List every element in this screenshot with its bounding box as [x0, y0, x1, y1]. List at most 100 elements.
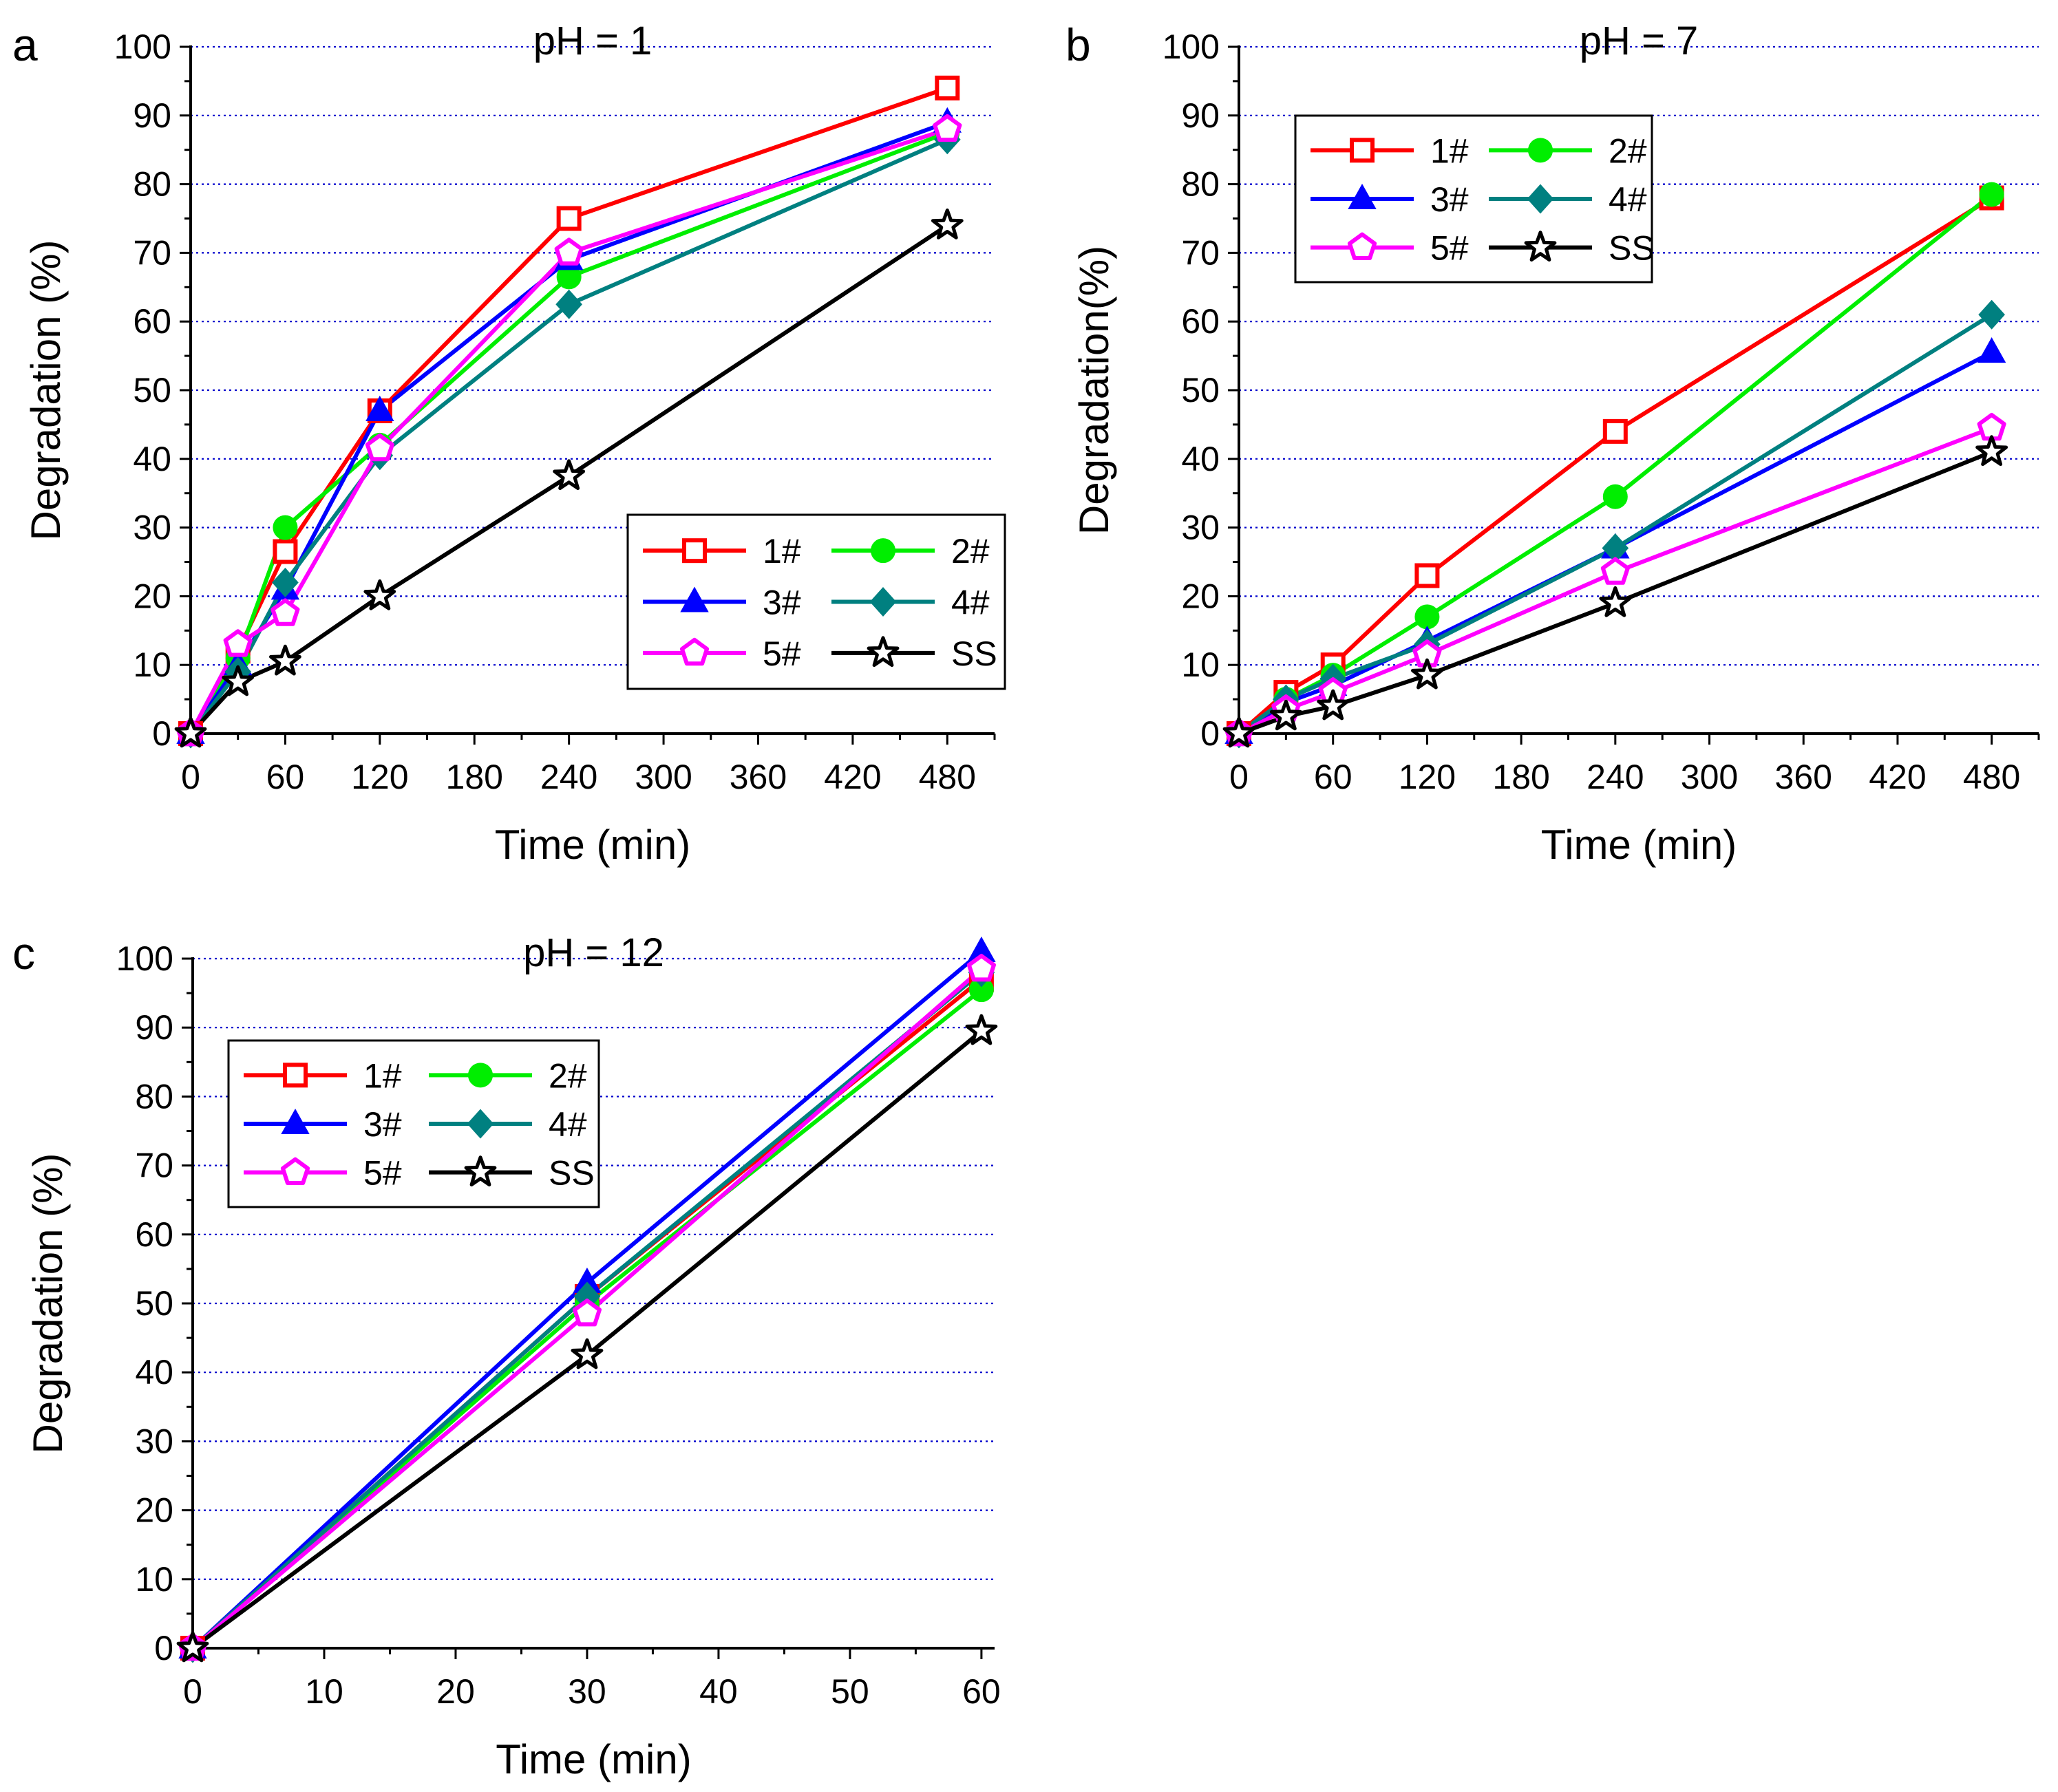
x-tick-label: 0: [181, 758, 200, 796]
legend-entry: SS: [429, 1154, 595, 1193]
legend-marker: [869, 587, 897, 617]
x-tick-label: 420: [1869, 758, 1926, 796]
data-point-SS: [571, 1338, 604, 1369]
legend-entry: 3#: [1311, 180, 1469, 219]
x-tick-label: 60: [1314, 758, 1352, 796]
legend-entry: 1#: [244, 1056, 402, 1095]
y-tick-label: 30: [135, 1422, 173, 1460]
x-tick-label: 50: [831, 1672, 869, 1711]
x-tick-label: 30: [568, 1672, 606, 1711]
data-point-3#: [1977, 337, 2006, 363]
x-axis-label: Time (min): [496, 1736, 691, 1782]
panel-label: a: [12, 19, 38, 70]
legend-marker: [867, 636, 900, 668]
x-tick-label: 0: [1229, 758, 1249, 796]
y-tick-label: 100: [114, 28, 171, 66]
data-point-5#: [966, 954, 996, 982]
y-tick-label: 0: [154, 1629, 173, 1667]
legend-label: 5#: [1430, 229, 1469, 268]
legend-marker: [1528, 138, 1553, 163]
x-tick-label: 120: [1399, 758, 1456, 796]
legend-marker: [280, 1157, 310, 1185]
legend-entry: 2#: [1489, 131, 1647, 170]
y-axis-label: Degradation(%): [1071, 246, 1117, 535]
x-axis-label: Time (min): [495, 822, 690, 868]
x-tick-label: 120: [351, 758, 408, 796]
y-tick-label: 60: [135, 1215, 173, 1254]
data-point-SS: [553, 459, 586, 490]
y-tick-label: 40: [133, 440, 171, 478]
legend: 1# 2# 3# 4# 5# SS: [626, 513, 1006, 690]
legend-marker: [464, 1155, 497, 1186]
chart-title: pH = 12: [523, 930, 664, 975]
data-point-SS: [222, 665, 255, 696]
legend-marker: [679, 637, 710, 666]
legend-marker: [1347, 232, 1377, 260]
data-point-2#: [1414, 604, 1440, 630]
data-point-4#: [1978, 299, 2005, 330]
legend: 1# 2# 3# 4# 5# SS: [1294, 114, 1655, 284]
y-tick-label: 90: [1181, 96, 1220, 135]
data-point-SS: [269, 644, 301, 676]
y-tick-label: 70: [133, 233, 171, 272]
data-point-5#: [1977, 412, 2006, 441]
data-point-5#: [365, 433, 394, 462]
data-point-4#: [555, 289, 582, 319]
data-point-1#: [1602, 418, 1628, 444]
legend-label: 1#: [363, 1056, 402, 1095]
legend-entry: 1#: [1311, 131, 1469, 170]
legend-marker: [871, 538, 895, 564]
data-point-5#: [270, 598, 300, 626]
y-tick-label: 80: [1181, 165, 1220, 204]
y-tick-label: 10: [133, 646, 171, 684]
legend-entry: 2#: [831, 532, 990, 570]
legend-entry: 1#: [643, 532, 801, 570]
x-tick-label: 480: [1963, 758, 2020, 796]
data-point-SS: [1317, 689, 1350, 721]
legend-marker: [1350, 138, 1375, 163]
panel-b: 0 10 20 30 40 50 60 70 80 90 100 0 60 120 180 240 300 360…: [1065, 19, 2040, 868]
y-tick-label: 20: [135, 1491, 173, 1530]
data-point-SS: [1411, 658, 1443, 690]
legend-label: 5#: [763, 634, 801, 673]
data-point-SS: [1269, 699, 1302, 731]
legend-entry: 5#: [643, 634, 801, 673]
legend-entry: SS: [1489, 229, 1655, 268]
x-tick-label: 420: [824, 758, 881, 796]
legend-label: 2#: [951, 532, 990, 570]
data-point-SS: [363, 579, 396, 610]
y-tick-label: 10: [1181, 646, 1220, 684]
legend-label: 1#: [1430, 131, 1469, 170]
data-point-1#: [935, 75, 960, 100]
legend-label: 4#: [1609, 180, 1647, 219]
y-tick-label: 50: [135, 1284, 173, 1323]
data-point-SS: [965, 1014, 998, 1045]
data-point-2#: [273, 515, 298, 540]
panel-label: b: [1065, 19, 1091, 70]
legend-entry: 4#: [831, 584, 990, 622]
data-point-2#: [1602, 484, 1628, 509]
data-point-SS: [176, 1631, 209, 1663]
x-tick-label: 60: [266, 758, 305, 796]
y-tick-label: 0: [1200, 714, 1220, 753]
legend-entry: SS: [831, 634, 997, 673]
legend-entry: 2#: [429, 1056, 587, 1095]
legend-label: SS: [1609, 229, 1655, 268]
data-point-1#: [273, 539, 298, 564]
legend-label: 2#: [1609, 131, 1647, 170]
panel-c: 0 10 20 30 40 50 60 70 80 90 100 0 10 20 30 40 50 60 Time …: [12, 928, 1001, 1782]
legend-marker: [682, 538, 707, 564]
data-point-5#: [223, 629, 253, 657]
legend-entry: 5#: [1311, 229, 1469, 268]
data-point-SS: [174, 716, 207, 748]
legend-label: SS: [951, 634, 997, 673]
data-point-1#: [1414, 563, 1440, 588]
legend-marker: [467, 1109, 494, 1139]
y-axis-label: Degradation (%): [23, 240, 69, 541]
data-point-5#: [572, 1299, 602, 1327]
y-tick-label: 100: [116, 939, 173, 978]
legend-marker: [281, 1108, 310, 1134]
x-tick-label: 240: [1587, 758, 1644, 796]
x-tick-label: 180: [1492, 758, 1549, 796]
